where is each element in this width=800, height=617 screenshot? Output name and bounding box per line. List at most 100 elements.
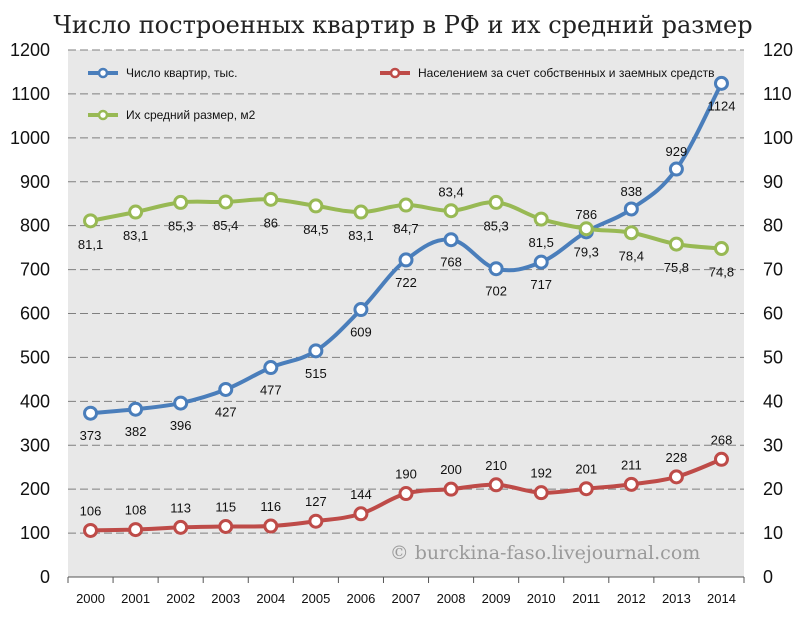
- y-left-tick-label: 200: [20, 479, 50, 499]
- y-right-tick-label: 100: [763, 128, 793, 148]
- y-left-tick-label: 1200: [10, 40, 50, 60]
- data-label: 515: [305, 366, 327, 381]
- data-label: 116: [260, 499, 281, 514]
- data-point: [398, 197, 414, 213]
- data-label: 83,1: [348, 228, 373, 243]
- data-label: 81,1: [78, 237, 103, 252]
- x-axis: 2000 2001 2002 2003 2004 2005 2006 2007 2008 2009…: [67, 576, 745, 606]
- data-label: 477: [260, 383, 282, 398]
- data-point: [533, 211, 549, 227]
- data-point: [488, 261, 504, 277]
- data-point: [173, 194, 189, 210]
- y-right-tick-label: 110: [763, 84, 792, 104]
- y-right-tick-label: 120: [763, 40, 793, 60]
- data-point: [263, 360, 279, 376]
- left-axis: 0 100 200 300 400 500 600 700 800 900 1000 1100 1200: [10, 40, 50, 587]
- x-tick-label: 2009: [482, 591, 511, 606]
- data-point: [623, 225, 639, 241]
- data-label: 609: [350, 325, 372, 340]
- data-point: [533, 485, 549, 501]
- data-label: 228: [666, 450, 688, 465]
- y-left-tick-label: 1100: [11, 84, 50, 104]
- data-label: 268: [711, 432, 733, 447]
- data-point: [668, 236, 684, 252]
- y-left-tick-label: 400: [20, 391, 50, 411]
- data-point: [353, 204, 369, 220]
- data-point: [578, 221, 594, 237]
- data-label: 85,4: [213, 218, 238, 233]
- data-label: 74,8: [709, 265, 734, 280]
- data-point: [308, 198, 324, 214]
- data-point: [623, 201, 639, 217]
- y-right-tick-label: 0: [763, 567, 773, 587]
- y-left-tick-label: 100: [20, 523, 50, 543]
- data-label: 768: [440, 255, 462, 270]
- x-tick-label: 2008: [437, 591, 466, 606]
- data-label: 717: [530, 277, 552, 292]
- data-label: 427: [215, 404, 237, 419]
- data-point: [218, 381, 234, 397]
- data-point: [443, 232, 459, 248]
- y-right-tick-label: 70: [763, 260, 783, 280]
- y-right-tick-label: 80: [763, 216, 783, 236]
- series-group: [83, 75, 729, 538]
- y-right-tick-label: 40: [763, 391, 783, 411]
- data-label: 211: [621, 457, 642, 472]
- data-point: [668, 469, 684, 485]
- data-label: 382: [125, 424, 147, 439]
- data-point: [83, 213, 99, 229]
- x-tick-label: 2006: [346, 591, 375, 606]
- x-tick-label: 2007: [392, 591, 421, 606]
- data-label: 83,1: [123, 228, 148, 243]
- data-point: [83, 522, 99, 538]
- x-tick-label: 2014: [707, 591, 736, 606]
- data-label: 84,7: [393, 221, 418, 236]
- data-labels: 106 108 113 115 116 127 144 190 200 210 192 201 211 2…: [78, 98, 736, 518]
- y-left-tick-label: 300: [20, 435, 50, 455]
- watermark: © burckina-faso.livejournal.com: [390, 542, 701, 564]
- data-label: 200: [440, 462, 462, 477]
- legend-marker: [97, 67, 109, 79]
- data-point: [443, 481, 459, 497]
- data-label: 373: [80, 428, 102, 443]
- y-right-tick-label: 10: [763, 523, 783, 543]
- data-point: [623, 476, 639, 492]
- data-label: 106: [80, 503, 102, 518]
- data-point: [488, 194, 504, 210]
- data-label: 929: [666, 144, 688, 159]
- data-label: 838: [620, 184, 642, 199]
- data-point: [263, 191, 279, 207]
- data-point: [218, 518, 234, 534]
- y-right-tick-label: 50: [763, 347, 783, 367]
- data-point: [128, 401, 144, 417]
- legend-label: Число квартир, тыс.: [126, 66, 237, 80]
- x-tick-label: 2012: [617, 591, 646, 606]
- y-left-tick-label: 900: [20, 172, 50, 192]
- x-tick-label: 2010: [527, 591, 556, 606]
- data-point: [713, 451, 729, 467]
- data-point: [218, 194, 234, 210]
- data-point: [308, 513, 324, 529]
- x-tick-label: 2003: [211, 591, 240, 606]
- data-label: 85,3: [483, 218, 508, 233]
- data-label: 210: [485, 458, 507, 473]
- y-right-tick-label: 30: [763, 435, 783, 455]
- data-point: [443, 203, 459, 219]
- x-tick-label: 2005: [301, 591, 330, 606]
- chart-title: Число построенных квартир в РФ и их сред…: [53, 11, 752, 39]
- x-tick-label: 2002: [166, 591, 195, 606]
- y-right-tick-label: 60: [763, 304, 783, 324]
- legend-marker: [97, 109, 109, 121]
- y-left-tick-label: 0: [40, 567, 50, 587]
- data-point: [173, 519, 189, 535]
- data-point: [353, 506, 369, 522]
- data-label: 190: [395, 467, 417, 482]
- x-tick-label: 2000: [76, 591, 105, 606]
- data-label: 85,3: [168, 218, 193, 233]
- data-point: [713, 75, 729, 91]
- data-label: 86: [264, 215, 278, 230]
- legend-label: Населением за счет собственных и заемных…: [418, 66, 714, 80]
- data-label: 79,3: [574, 245, 599, 260]
- data-label: 702: [485, 284, 507, 299]
- data-point: [533, 254, 549, 270]
